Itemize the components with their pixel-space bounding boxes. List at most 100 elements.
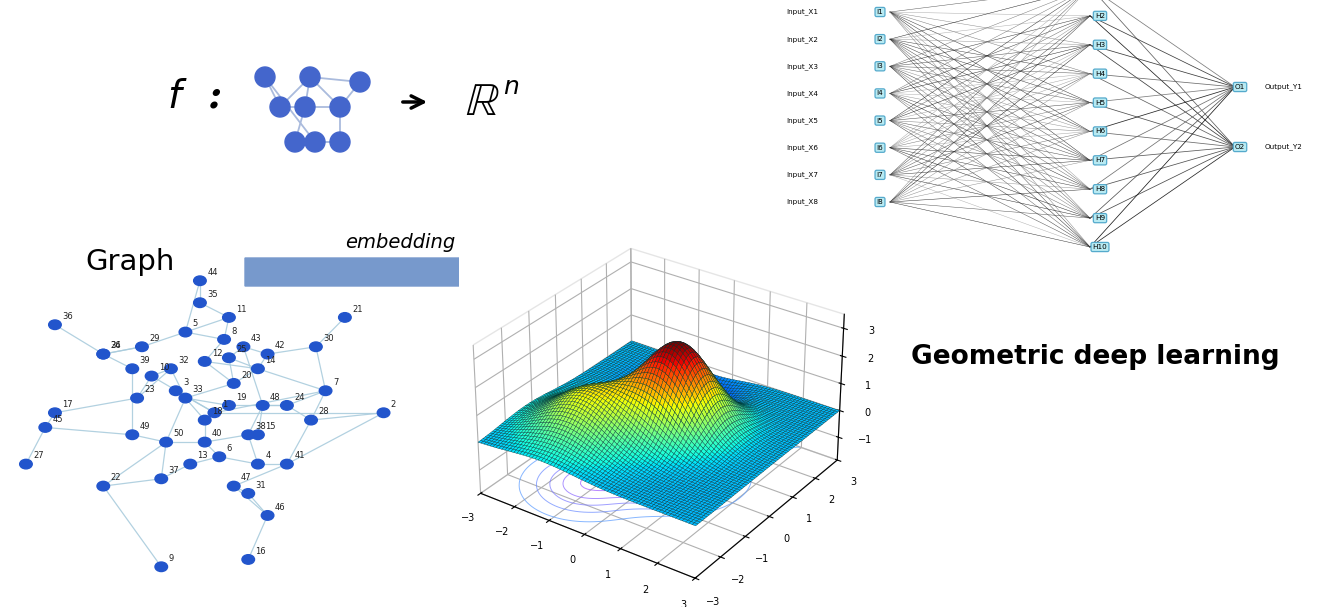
Circle shape [228, 379, 240, 388]
Text: I5: I5 [877, 118, 884, 124]
Text: Input_X1: Input_X1 [786, 8, 818, 15]
Text: H3: H3 [1094, 42, 1105, 48]
Text: 6: 6 [227, 444, 232, 453]
Text: 50: 50 [174, 429, 184, 438]
Text: 44: 44 [207, 268, 217, 277]
Text: 5: 5 [192, 319, 197, 328]
Circle shape [184, 459, 196, 469]
Circle shape [20, 459, 32, 469]
Circle shape [126, 364, 139, 373]
Circle shape [146, 371, 158, 381]
Circle shape [217, 334, 231, 344]
Text: 31: 31 [256, 481, 266, 490]
Circle shape [155, 474, 167, 484]
Text: 25: 25 [236, 345, 246, 354]
Circle shape [179, 327, 192, 337]
Text: Input_X2: Input_X2 [786, 36, 818, 42]
Text: 16: 16 [256, 547, 266, 556]
Text: 35: 35 [207, 290, 217, 299]
Text: I1: I1 [877, 9, 884, 15]
Text: Graph: Graph [85, 248, 175, 276]
Text: H2: H2 [1094, 13, 1105, 19]
Text: H9: H9 [1094, 215, 1105, 221]
Circle shape [281, 401, 293, 410]
Circle shape [261, 510, 274, 520]
Text: 11: 11 [236, 305, 246, 314]
Text: 3: 3 [183, 378, 188, 387]
Circle shape [223, 401, 236, 410]
Circle shape [170, 386, 182, 396]
Text: 48: 48 [270, 393, 281, 402]
Text: H5: H5 [1094, 100, 1105, 106]
Circle shape [299, 67, 321, 87]
Text: O1: O1 [1235, 84, 1246, 90]
Circle shape [270, 97, 290, 117]
Circle shape [261, 349, 274, 359]
Text: I4: I4 [877, 90, 884, 97]
Circle shape [350, 72, 370, 92]
Text: 18: 18 [212, 407, 223, 416]
Circle shape [38, 422, 52, 432]
Circle shape [295, 97, 315, 117]
Text: 43: 43 [250, 334, 261, 343]
Text: 22: 22 [110, 473, 121, 483]
Text: 17: 17 [62, 400, 73, 409]
Text: Input_X6: Input_X6 [786, 144, 818, 151]
Text: Input_X5: Input_X5 [786, 117, 818, 124]
Circle shape [339, 313, 351, 322]
Circle shape [252, 430, 264, 439]
Text: 4: 4 [265, 452, 270, 461]
Text: 27: 27 [33, 452, 44, 461]
Text: I7: I7 [877, 172, 884, 178]
Text: H6: H6 [1094, 129, 1105, 134]
Text: 49: 49 [139, 422, 150, 431]
Circle shape [228, 481, 240, 491]
Text: Output_Y2: Output_Y2 [1265, 144, 1302, 151]
Circle shape [223, 313, 236, 322]
Circle shape [213, 452, 225, 461]
Circle shape [199, 415, 211, 425]
Text: $\mathbb{R}$: $\mathbb{R}$ [465, 80, 500, 124]
Text: H8: H8 [1094, 186, 1105, 192]
Text: I2: I2 [877, 36, 884, 42]
Text: 30: 30 [323, 334, 334, 343]
Circle shape [252, 364, 264, 373]
Circle shape [164, 364, 178, 373]
Text: H10: H10 [1093, 244, 1108, 250]
Circle shape [257, 401, 269, 410]
Text: O2: O2 [1235, 144, 1246, 150]
Circle shape [254, 67, 276, 87]
Circle shape [305, 132, 325, 152]
Text: H7: H7 [1094, 157, 1105, 163]
Text: 1: 1 [221, 400, 227, 409]
Text: 39: 39 [139, 356, 150, 365]
Text: 32: 32 [178, 356, 188, 365]
Text: 20: 20 [241, 371, 252, 380]
Circle shape [305, 415, 318, 425]
Circle shape [97, 349, 110, 359]
FancyArrow shape [245, 251, 555, 293]
Text: Input_X4: Input_X4 [786, 90, 818, 97]
Circle shape [97, 349, 110, 359]
Text: Output_Y1: Output_Y1 [1265, 84, 1302, 90]
Text: 2: 2 [391, 400, 396, 409]
Circle shape [193, 276, 207, 285]
Text: 7: 7 [333, 378, 338, 387]
Text: 21: 21 [352, 305, 363, 314]
Text: 40: 40 [212, 429, 223, 438]
Circle shape [135, 342, 148, 351]
Text: $f$  :: $f$ : [167, 78, 223, 116]
Circle shape [208, 408, 221, 418]
Circle shape [179, 393, 192, 403]
Text: 9: 9 [168, 554, 174, 563]
Circle shape [330, 97, 350, 117]
Circle shape [252, 459, 264, 469]
Text: 23: 23 [144, 385, 155, 395]
Text: 29: 29 [150, 334, 160, 343]
Text: 10: 10 [159, 364, 170, 373]
Text: 14: 14 [265, 356, 276, 365]
Text: 8: 8 [232, 327, 237, 336]
Circle shape [223, 353, 236, 362]
Text: Input_X3: Input_X3 [786, 63, 818, 70]
Circle shape [97, 481, 110, 491]
